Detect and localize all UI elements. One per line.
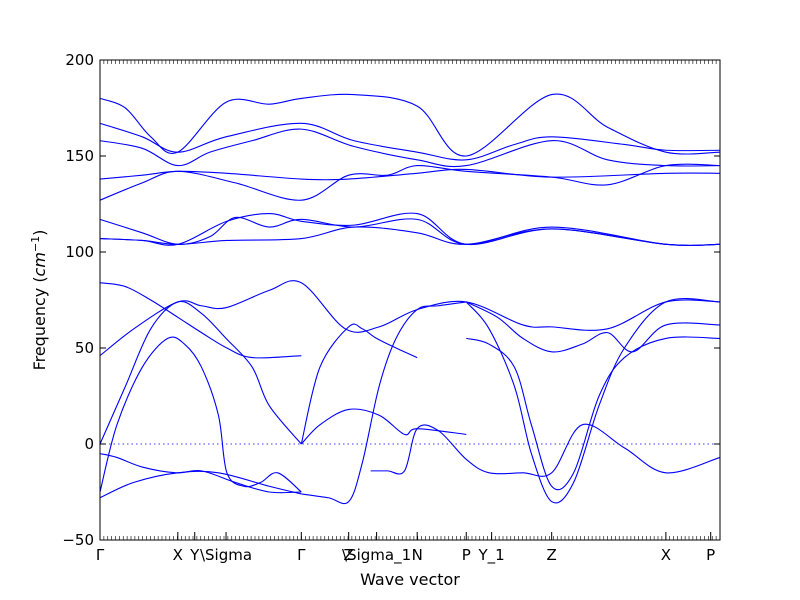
y-tick-label: 150 [65, 147, 94, 165]
phonon-band-line [99, 336, 302, 493]
series-layer [99, 93, 721, 505]
y-tick-label: 50 [75, 339, 94, 357]
phonon-band-line [99, 300, 302, 445]
x-tick-label: P [462, 546, 471, 564]
x-tick-label: \Sigma_1 [342, 546, 411, 565]
phonon-band-line [370, 423, 721, 477]
x-tick-label: P [706, 546, 715, 564]
y-axis-label: Frequency (cm−1) [29, 230, 50, 371]
x-tick-label: Y_1 [478, 546, 505, 565]
x-tick-label: Z [344, 546, 354, 564]
phonon-band-line [99, 226, 721, 246]
phonon-band-line [99, 128, 721, 168]
phonon-band-line [465, 297, 721, 504]
phonon-band-line [99, 93, 721, 157]
y-axis-label-unit-exponent: −1 [29, 236, 42, 252]
y-tick-label: 0 [84, 435, 94, 453]
y-axis-label-unit: cm [30, 252, 49, 276]
phonon-band-line [300, 323, 418, 445]
x-tick-label: Z [547, 546, 557, 564]
phonon-band-line [99, 280, 721, 357]
y-tick-label: 100 [65, 243, 94, 261]
x-axis-label: Wave vector [360, 570, 460, 589]
phonon-band-line [99, 470, 302, 499]
x-tick-label: \Sigma [200, 546, 252, 564]
x-tick-label: Y [189, 546, 200, 564]
y-tick-label: 200 [65, 51, 94, 69]
x-tick-label: N [412, 546, 423, 564]
y-tick-label: −50 [62, 531, 94, 549]
phonon-band-line [99, 122, 721, 161]
x-tick-label: X [173, 546, 183, 564]
plot-area-background [100, 60, 720, 540]
plot-frame [99, 59, 721, 541]
x-tick-label: X [661, 546, 671, 564]
phonon-band-line [99, 163, 721, 201]
x-tick-label: Γ [297, 546, 306, 564]
phonon-band-line [99, 282, 302, 359]
phonon-band-line [466, 301, 721, 353]
y-axis-label-text: Frequency [30, 288, 49, 371]
x-tick-label: Γ [96, 546, 105, 564]
phonon-band-line [301, 301, 467, 505]
